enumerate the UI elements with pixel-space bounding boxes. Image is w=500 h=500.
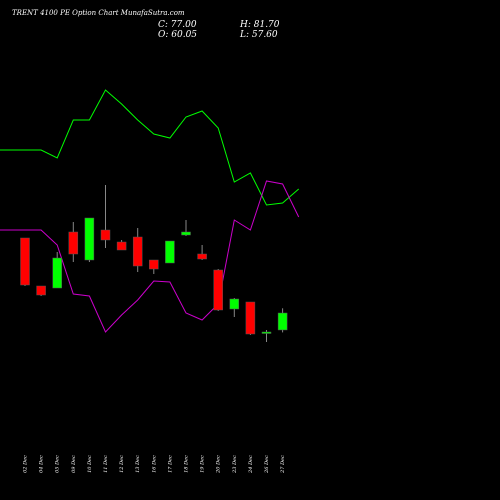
- x-tick-label: 16 Dec: [151, 455, 157, 473]
- x-tick-label: 17 Dec: [167, 455, 173, 473]
- x-tick-label: 13 Dec: [135, 455, 141, 473]
- x-tick-label: 26 Dec: [264, 455, 270, 474]
- x-tick-label: 19 Dec: [200, 455, 206, 473]
- candle-body: [277, 312, 288, 331]
- candle-body: [213, 269, 223, 311]
- open-value: O: 60.05: [158, 30, 198, 40]
- x-tick-label: 24 Dec: [248, 455, 254, 474]
- candle-body: [116, 241, 127, 251]
- candle-body: [197, 253, 207, 260]
- candle-body: [181, 231, 191, 236]
- x-tick-label: 23 Dec: [232, 455, 238, 474]
- candle-body: [229, 298, 240, 310]
- x-tick-label: 20 Dec: [216, 455, 222, 474]
- x-tick-label: 04 Dec: [39, 455, 45, 473]
- chart-title: TRENT 4100 PE Option Chart MunafaSutra.c…: [12, 9, 185, 17]
- candle-body: [68, 231, 79, 255]
- low-value: L: 57.60: [240, 30, 278, 40]
- lower-band-line: [0, 180, 300, 333]
- candle-body: [20, 237, 30, 286]
- candle-body: [100, 229, 111, 241]
- candle-body: [84, 217, 95, 261]
- x-tick-label: 11 Dec: [103, 455, 109, 473]
- x-tick-label: 02 Dec: [23, 455, 29, 473]
- candle-body: [165, 240, 175, 264]
- candle-body: [149, 259, 159, 270]
- x-tick-label: 10 Dec: [87, 455, 93, 473]
- candle-body: [36, 285, 46, 296]
- high-value: H: 81.70: [240, 20, 280, 30]
- x-tick-label: 05 Dec: [55, 455, 61, 473]
- upper-band-line: [0, 89, 300, 206]
- close-value: C: 77.00: [158, 20, 197, 30]
- x-tick-label: 09 Dec: [71, 455, 77, 473]
- x-tick-label: 27 Dec: [280, 455, 286, 474]
- candle-body: [132, 236, 143, 267]
- x-tick-label: 18 Dec: [184, 455, 190, 473]
- candle-body: [52, 257, 62, 289]
- candle-body: [261, 331, 272, 334]
- x-tick-label: 12 Dec: [119, 455, 125, 473]
- candle-body: [245, 301, 256, 335]
